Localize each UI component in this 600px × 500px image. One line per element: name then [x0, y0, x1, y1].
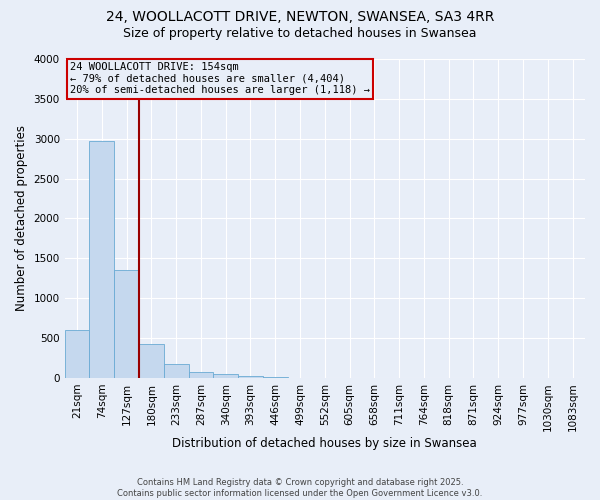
- Bar: [214, 374, 238, 378]
- Text: Size of property relative to detached houses in Swansea: Size of property relative to detached ho…: [123, 28, 477, 40]
- X-axis label: Distribution of detached houses by size in Swansea: Distribution of detached houses by size …: [172, 437, 477, 450]
- Bar: [238, 376, 263, 378]
- Bar: [263, 377, 287, 378]
- Bar: [114, 270, 139, 378]
- Bar: [164, 364, 188, 378]
- Bar: [139, 344, 164, 378]
- Bar: [89, 141, 114, 378]
- Text: 24 WOOLLACOTT DRIVE: 154sqm
← 79% of detached houses are smaller (4,404)
20% of : 24 WOOLLACOTT DRIVE: 154sqm ← 79% of det…: [70, 62, 370, 96]
- Bar: [188, 372, 214, 378]
- Y-axis label: Number of detached properties: Number of detached properties: [15, 126, 28, 312]
- Bar: [65, 330, 89, 378]
- Text: Contains HM Land Registry data © Crown copyright and database right 2025.
Contai: Contains HM Land Registry data © Crown c…: [118, 478, 482, 498]
- Text: 24, WOOLLACOTT DRIVE, NEWTON, SWANSEA, SA3 4RR: 24, WOOLLACOTT DRIVE, NEWTON, SWANSEA, S…: [106, 10, 494, 24]
